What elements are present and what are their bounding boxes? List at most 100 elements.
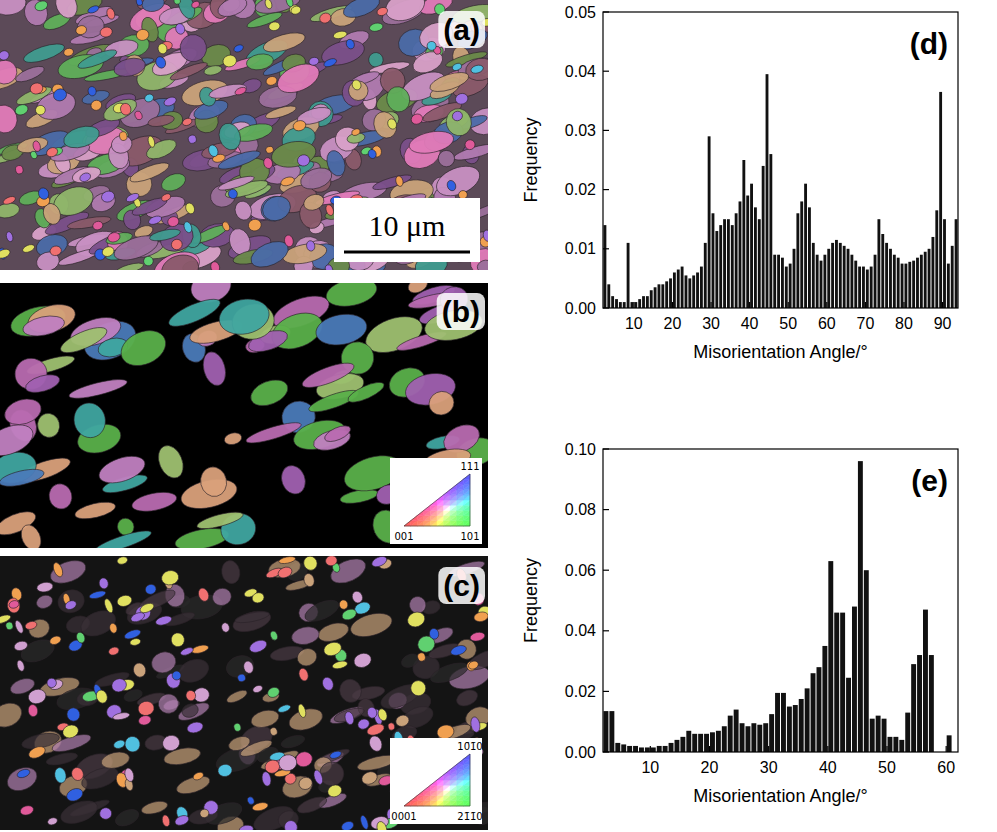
grain: [225, 688, 249, 705]
bar: [951, 246, 954, 308]
bar: [686, 731, 691, 752]
bar: [777, 255, 780, 308]
grain: [34, 0, 49, 12]
bar: [846, 678, 851, 752]
ipf-cell: [430, 785, 437, 790]
grain: [101, 245, 116, 258]
bar: [722, 726, 727, 752]
bar: [739, 201, 742, 308]
ipf-cell: [463, 796, 470, 801]
bar: [692, 734, 697, 752]
ipf-cell: [450, 521, 457, 526]
bar: [766, 74, 769, 308]
grain: [221, 221, 231, 232]
ipf-cell: [424, 790, 431, 795]
bar: [828, 561, 833, 752]
grain: [140, 0, 165, 14]
grain: [34, 593, 54, 611]
bar: [912, 261, 915, 308]
ipf-cell: [437, 785, 444, 790]
grain: [161, 814, 171, 827]
ipf-cell: [430, 505, 437, 510]
grain: [16, 768, 31, 780]
grain: [147, 113, 175, 128]
ipf-cell: [450, 790, 457, 795]
ipf-cell: [424, 521, 431, 526]
bar: [685, 275, 688, 308]
ipf-cell: [450, 505, 457, 510]
bar: [763, 723, 768, 752]
grain: [47, 817, 59, 826]
ipf-cell: [463, 500, 470, 505]
ipf-cell: [417, 516, 424, 521]
bar: [657, 746, 662, 752]
bar: [651, 747, 656, 752]
bar: [862, 267, 865, 308]
ipf-cell: [457, 780, 464, 785]
bar: [696, 272, 699, 308]
ipf-cell: [457, 484, 464, 489]
grain: [2, 395, 45, 429]
y-tick: [603, 630, 609, 631]
grain: [277, 753, 298, 772]
grain: [14, 63, 47, 85]
ipf-cell: [430, 801, 437, 806]
y-tick-label: 0.00: [565, 744, 596, 761]
bar: [615, 299, 618, 308]
grain: [377, 708, 389, 722]
grain: [473, 611, 488, 623]
x-tick-label: 40: [819, 759, 837, 776]
ipf-cell: [463, 796, 470, 801]
ipf-cell: [457, 521, 464, 526]
grain: [470, 64, 484, 75]
bar: [822, 646, 827, 752]
ipf-box: [390, 738, 482, 824]
grain: [200, 349, 229, 388]
grain: [210, 586, 234, 608]
bar: [847, 249, 850, 308]
ipf-cell: [430, 510, 437, 515]
bar: [639, 747, 644, 752]
grain: [286, 705, 325, 734]
ipf-cell: [450, 785, 457, 790]
ipf-cell: [457, 505, 464, 510]
grain: [370, 108, 401, 141]
grain: [216, 295, 272, 339]
bar: [793, 705, 798, 752]
grain: [19, 804, 34, 816]
grain: [75, 631, 86, 644]
ipf-cell: [450, 796, 457, 801]
grain: [425, 387, 457, 418]
y-tick: [603, 71, 609, 72]
grain: [170, 238, 184, 252]
ipf-cell: [457, 516, 464, 521]
grain: [130, 489, 178, 515]
grain: [4, 763, 41, 795]
bar: [796, 213, 799, 308]
ipf-cell: [463, 764, 470, 769]
bar: [947, 264, 950, 308]
bar: [661, 284, 664, 308]
grain: [52, 87, 69, 103]
ipf-cell: [411, 801, 418, 806]
ipf-cell: [444, 796, 451, 801]
grain: [109, 622, 118, 633]
y-tick: [603, 509, 609, 510]
grain: [184, 202, 196, 216]
x-tick-label: 50: [779, 315, 797, 332]
grain: [426, 40, 437, 51]
grain: [312, 769, 324, 786]
ipf-cell: [450, 521, 457, 526]
bar: [897, 258, 900, 308]
bar: [698, 734, 703, 752]
ipf-cell: [457, 521, 464, 526]
x-axis-title: Misorientation Angle/°: [693, 342, 867, 362]
bar: [928, 249, 931, 308]
grain: [169, 60, 210, 84]
grain: [198, 464, 230, 499]
grain: [71, 164, 103, 186]
grain: [269, 138, 318, 171]
ipf-cell: [463, 801, 470, 806]
ipf-cell: [463, 780, 470, 785]
bar: [823, 255, 826, 308]
